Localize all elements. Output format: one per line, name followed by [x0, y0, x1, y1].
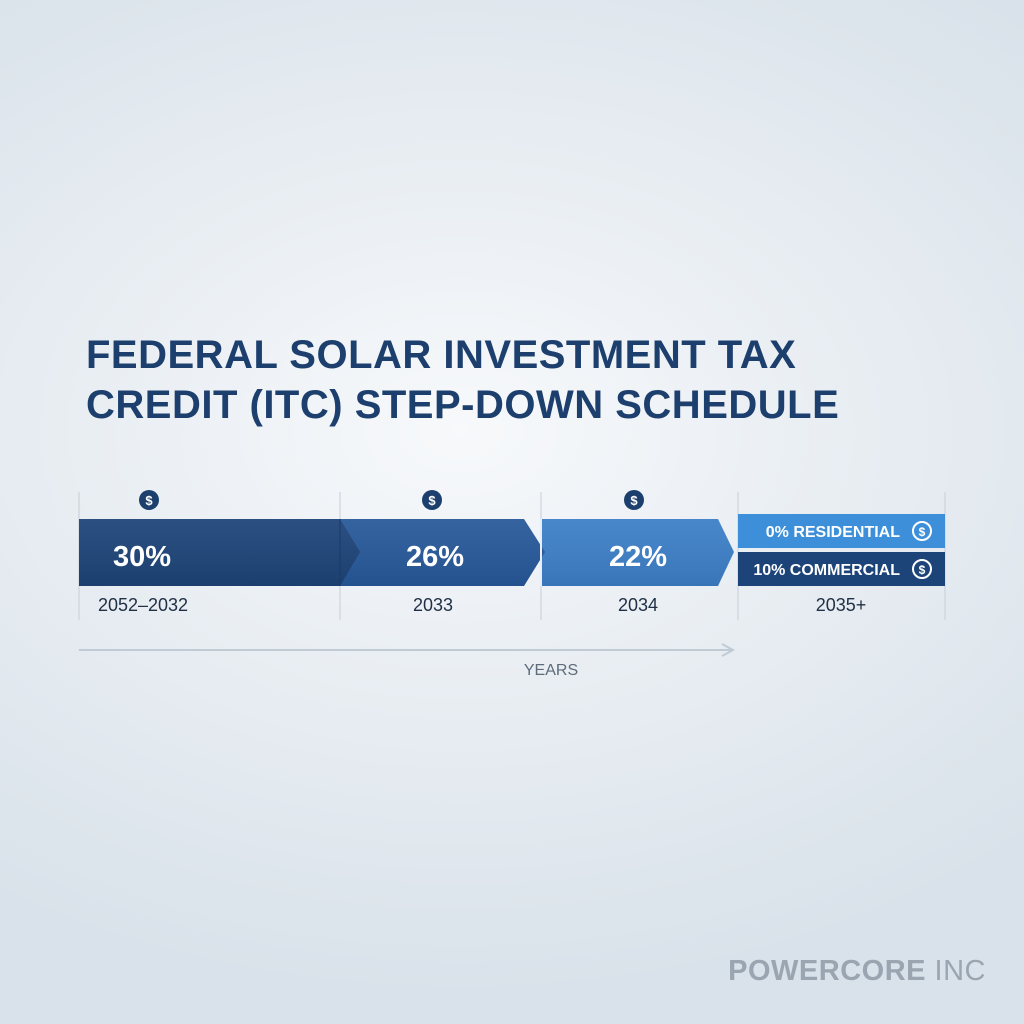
step-30-rate: 30% — [113, 541, 171, 573]
step-22-segment — [541, 519, 734, 586]
step-26-period: 2033 — [413, 595, 453, 615]
step-26-rate: 26% — [406, 541, 464, 573]
brand-logo: POWERCORE INC — [728, 955, 986, 988]
residential-label: 0% RESIDENTIAL — [766, 524, 900, 541]
residential-row — [738, 514, 945, 548]
final-period: 2035+ — [816, 595, 867, 615]
dollar-circle-icon: $ — [912, 559, 932, 579]
title-line-2: CREDIT (ITC) STEP-DOWN SCHEDULE — [86, 383, 840, 427]
step-30-period: 2052–2032 — [98, 595, 188, 615]
svg-text:$: $ — [919, 525, 926, 539]
brand-name: POWERCORE — [728, 955, 926, 987]
step-22-period: 2034 — [618, 595, 658, 615]
axis-label: YEARS — [524, 662, 578, 679]
step-22-rate: 22% — [609, 541, 667, 573]
dollar-coin-icon: $ — [624, 490, 644, 510]
svg-text:$: $ — [145, 493, 153, 508]
commercial-label: 10% COMMERCIAL — [753, 562, 900, 579]
page-title: FEDERAL SOLAR INVESTMENT TAX CREDIT (ITC… — [86, 330, 946, 430]
dollar-coin-icon: $ — [422, 490, 442, 510]
step-30-segment — [79, 519, 360, 586]
brand-suffix: INC — [934, 955, 986, 987]
step-26-segment — [340, 519, 545, 586]
svg-text:$: $ — [919, 563, 926, 577]
commercial-row — [738, 552, 945, 586]
svg-text:$: $ — [428, 493, 436, 508]
title-line-1: FEDERAL SOLAR INVESTMENT TAX — [86, 333, 797, 377]
dollar-circle-icon: $ — [912, 521, 932, 541]
years-axis-arrow — [79, 643, 736, 657]
dollar-coin-icon: $ — [139, 490, 159, 510]
final-segment — [738, 514, 945, 586]
svg-text:$: $ — [630, 493, 638, 508]
